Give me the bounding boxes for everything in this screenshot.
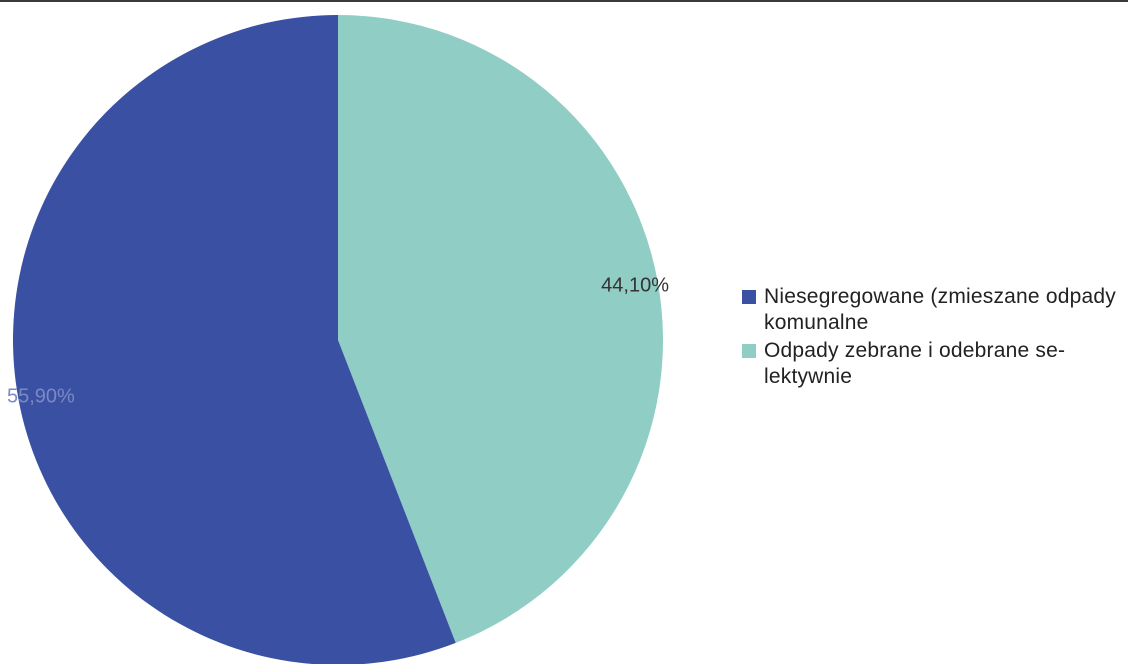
legend-item-niesegregowane: Niesegregowane (zmieszane odpady komunal… <box>742 284 1122 336</box>
legend-item-selektywnie: Odpady zebrane i odebrane se-lektywnie <box>742 338 1122 390</box>
top-border-line <box>0 0 1128 2</box>
slice-label-0: 44,10% <box>601 274 669 296</box>
legend-swatch-selektywnie <box>742 344 756 358</box>
chart-legend: Niesegregowane (zmieszane odpady komunal… <box>742 284 1122 392</box>
pie-slice-0 <box>338 15 663 643</box>
slice-label-1: 55,90% <box>7 386 75 408</box>
legend-swatch-niesegregowane <box>742 290 756 304</box>
pie-slice-1 <box>13 15 456 664</box>
legend-label-niesegregowane: Niesegregowane (zmieszane odpady komunal… <box>764 285 1116 334</box>
legend-label-selektywnie: Odpady zebrane i odebrane se-lektywnie <box>764 339 1066 388</box>
